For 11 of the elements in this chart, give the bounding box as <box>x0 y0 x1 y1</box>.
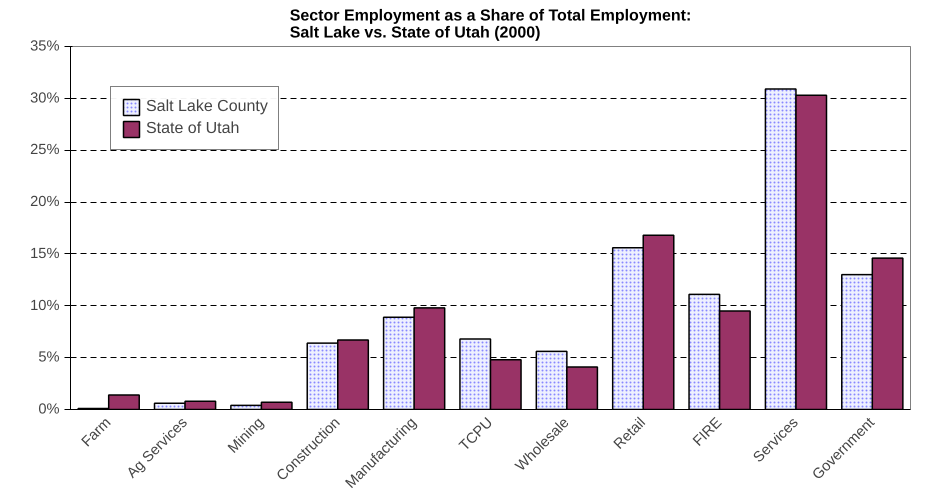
y-tick-label: 20% <box>30 194 60 210</box>
y-tick-label: 25% <box>30 142 60 158</box>
y-tick-label: 30% <box>30 90 60 106</box>
y-tick-label: 5% <box>38 350 60 366</box>
legend-label: State of Utah <box>146 120 240 138</box>
y-tick-label: 0% <box>38 402 60 418</box>
y-tick-label: 35% <box>30 38 60 54</box>
chart-title: Sector Employment as a Share of Total Employment: Salt Lake vs. State of Utah (2000) <box>290 8 692 42</box>
legend-label: Salt Lake County <box>146 98 268 116</box>
y-tick-label: 10% <box>30 298 60 314</box>
y-tick-label: 15% <box>30 246 60 262</box>
